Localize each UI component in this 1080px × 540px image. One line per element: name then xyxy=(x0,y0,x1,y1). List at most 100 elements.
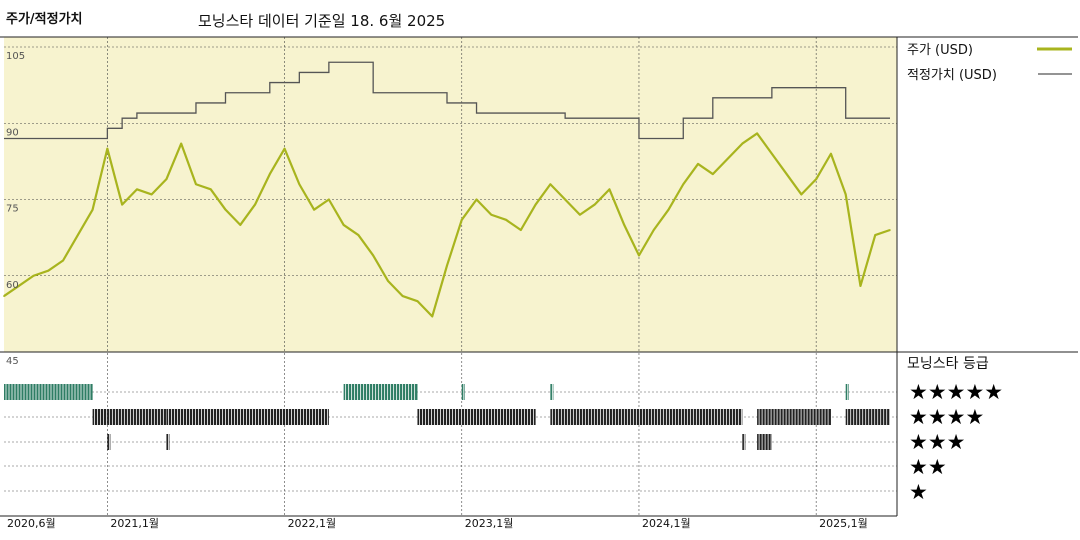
rating-bar-3-star xyxy=(742,434,746,450)
price-point xyxy=(697,163,699,165)
rating-bar-fill xyxy=(107,434,111,450)
legend: 주가 (USD)적정가치 (USD)모닝스타 등급★★★★★★★★★★★★★★★ xyxy=(907,43,1072,504)
price-point xyxy=(741,142,744,145)
price-point xyxy=(357,234,360,236)
price-point xyxy=(800,193,803,196)
series-lines xyxy=(3,61,891,318)
legend-price-label: 주가 (USD) xyxy=(907,43,973,58)
x-tick-label: 2022,1월 xyxy=(288,517,337,530)
x-tick-label: 2024,1월 xyxy=(642,517,691,530)
price-point xyxy=(859,285,862,287)
rating-bar-4-star xyxy=(107,409,167,425)
price-point xyxy=(815,178,817,180)
x-tick-label: 2021,1월 xyxy=(110,517,159,530)
price-point xyxy=(239,224,242,226)
price-point xyxy=(106,147,109,150)
rating-bar-4-star xyxy=(757,409,831,425)
price-point xyxy=(165,178,168,180)
y-tick-label: 75 xyxy=(6,204,19,215)
price-point xyxy=(889,229,891,231)
rating-legend-stars: ★★ xyxy=(909,455,947,479)
x-tick-label: 2025,1월 xyxy=(819,517,868,530)
rating-bar-5-star xyxy=(461,384,465,400)
rating-bar-fill xyxy=(550,384,554,400)
price-point xyxy=(3,295,5,297)
rating-bar-fill xyxy=(343,384,418,400)
price-point xyxy=(505,219,507,221)
rating-bar-4-star xyxy=(92,409,108,425)
price-point xyxy=(785,173,788,175)
y-tick-label: 105 xyxy=(6,51,25,62)
rating-bar-4-star xyxy=(845,409,891,425)
price-point xyxy=(460,219,463,221)
plot-background xyxy=(4,37,897,352)
price-point xyxy=(844,193,847,196)
price-point xyxy=(91,208,94,211)
rating-bar-5-star xyxy=(550,384,554,400)
price-point xyxy=(446,264,448,267)
rating-bar-fill xyxy=(757,409,831,425)
legend-fair-value-label: 적정가치 (USD) xyxy=(907,68,997,83)
price-point xyxy=(17,285,20,287)
price-point xyxy=(342,224,345,226)
price-point xyxy=(608,188,611,191)
rating-bar-4-star xyxy=(417,409,536,425)
x-tick-label: 2020,6월 xyxy=(7,517,56,530)
price-point xyxy=(756,132,758,135)
price-point xyxy=(520,229,522,231)
y-tick-label: 45 xyxy=(6,356,19,367)
rating-bar-fill xyxy=(461,384,465,400)
price-point xyxy=(830,152,832,155)
chart-subtitle: 모닝스타 데이터 기준일 18. 6월 2025 xyxy=(198,12,446,30)
price-point xyxy=(47,269,50,272)
price-point xyxy=(298,183,301,186)
rating-legend-stars: ★★★★★ xyxy=(909,380,1003,404)
price-point xyxy=(328,198,330,201)
rating-bar-4-star xyxy=(550,409,743,425)
price-point xyxy=(224,208,227,211)
price-point xyxy=(475,198,478,201)
price-point xyxy=(195,183,197,186)
price-point xyxy=(652,229,655,231)
price-point xyxy=(401,295,404,297)
price-point xyxy=(254,203,256,206)
price-point xyxy=(726,158,729,160)
rating-bar-5-star xyxy=(4,384,93,400)
price-point xyxy=(32,274,35,277)
rating-bar-fill xyxy=(550,409,743,425)
fair-value-line xyxy=(4,61,890,140)
rating-bar-fill xyxy=(166,434,170,450)
rating-legend-stars: ★★★ xyxy=(909,430,965,454)
price-point xyxy=(269,173,271,175)
x-tick-label: 2023,1월 xyxy=(465,517,514,530)
price-point xyxy=(150,193,153,196)
price-point xyxy=(62,259,64,262)
price-point xyxy=(431,315,434,318)
price-point xyxy=(387,280,389,282)
price-point xyxy=(549,183,552,186)
price-point xyxy=(416,300,419,302)
tick-labels: 105 90 75 60 45 2020,6월 2021,1월 2022,1월 2023,1월 2… xyxy=(6,51,868,530)
price-point xyxy=(490,213,493,216)
price-point xyxy=(874,234,877,236)
price-point xyxy=(771,152,773,155)
rating-legend-title: 모닝스타 등급 xyxy=(907,356,989,372)
price-point xyxy=(593,203,596,206)
price-point xyxy=(682,183,685,186)
rating-bar-3-star xyxy=(757,434,772,450)
price-point xyxy=(534,203,537,206)
price-point xyxy=(579,213,581,216)
price-point xyxy=(283,147,286,150)
axes xyxy=(0,36,1078,517)
price-point xyxy=(77,234,79,236)
price-point xyxy=(372,254,374,257)
price-point xyxy=(667,208,670,211)
rating-bar-fill xyxy=(742,434,746,450)
price-point xyxy=(313,208,315,211)
y-tick-label: 60 xyxy=(6,280,19,291)
price-point xyxy=(209,188,212,191)
rating-bar-5-star xyxy=(845,384,849,400)
price-point xyxy=(180,142,182,145)
rating-bar-fill xyxy=(166,409,329,425)
